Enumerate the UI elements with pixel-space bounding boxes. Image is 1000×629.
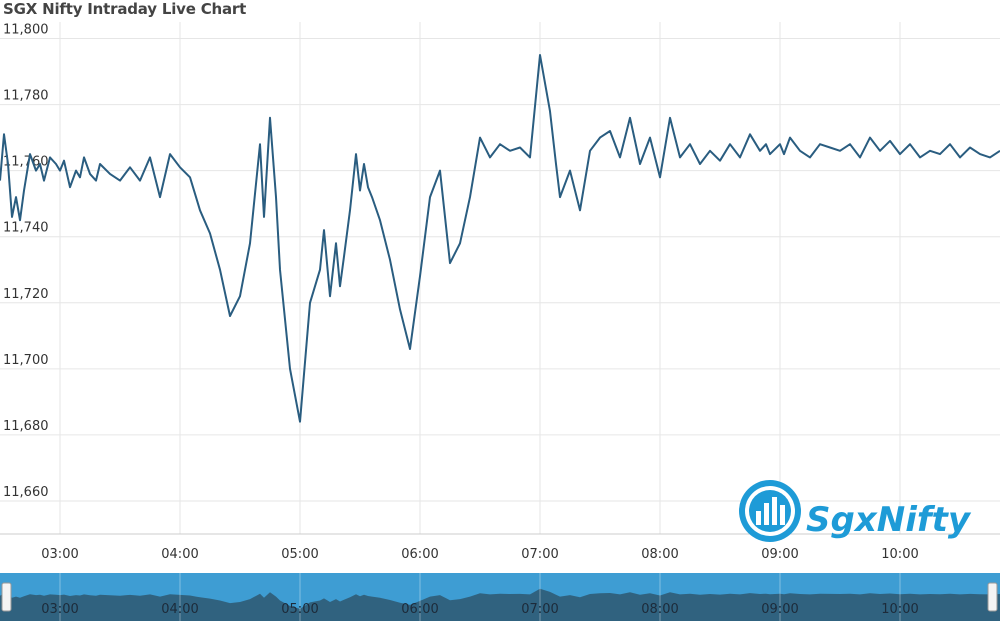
y-tick-label: 11,800 [3, 23, 49, 38]
navigator-tick-label: 10:00 [881, 602, 918, 617]
navigator-right-handle[interactable] [987, 582, 998, 612]
navigator[interactable]: 03:00 04:00 05:00 06:00 07:00 08:00 09:00 10:00 [0, 573, 1000, 621]
y-tick-label: 11,780 [3, 89, 49, 104]
y-axis-labels: 11,660 11,680 11,700 11,720 11,740 11,760 11,7… [3, 23, 49, 500]
navigator-area [0, 588, 1000, 621]
navigator-labels: 03:00 04:00 05:00 06:00 07:00 08:00 09:00 10:00 [41, 602, 918, 617]
brand-wordmark: SgxNifty [806, 500, 972, 540]
y-tick-label: 11,700 [3, 353, 49, 368]
navigator-tick-label: 03:00 [41, 602, 78, 617]
price-series-line[interactable] [0, 54, 1000, 423]
x-tick-label: 09:00 [761, 547, 798, 562]
x-tick-label: 07:00 [521, 547, 558, 562]
navigator-tick-label: 09:00 [761, 602, 798, 617]
sgxnifty-logo: SgxNifty [739, 480, 972, 542]
navigator-tick-label: 05:00 [281, 602, 318, 617]
y-tick-label: 11,760 [3, 155, 49, 170]
x-tick-label: 05:00 [281, 547, 318, 562]
x-tick-label: 06:00 [401, 547, 438, 562]
y-tick-label: 11,740 [3, 221, 49, 236]
y-tick-label: 11,660 [3, 485, 49, 500]
x-tick-label: 08:00 [641, 547, 678, 562]
y-tick-label: 11,720 [3, 287, 49, 302]
x-tick-label: 04:00 [161, 547, 198, 562]
horizontal-gridlines [0, 38, 1000, 502]
navigator-tick-label: 06:00 [401, 602, 438, 617]
chart-title: SGX Nifty Intraday Live Chart [3, 0, 247, 18]
navigator-tick-label: 07:00 [521, 602, 558, 617]
vertical-gridlines [59, 22, 901, 534]
x-tick-label: 10:00 [881, 547, 918, 562]
navigator-left-handle[interactable] [1, 582, 12, 612]
navigator-tick-label: 04:00 [161, 602, 198, 617]
y-tick-label: 11,680 [3, 419, 49, 434]
x-axis-labels: 03:00 04:00 05:00 06:00 07:00 08:00 09:00 10:00 [41, 547, 918, 562]
navigator-tick-label: 08:00 [641, 602, 678, 617]
x-tick-label: 03:00 [41, 547, 78, 562]
